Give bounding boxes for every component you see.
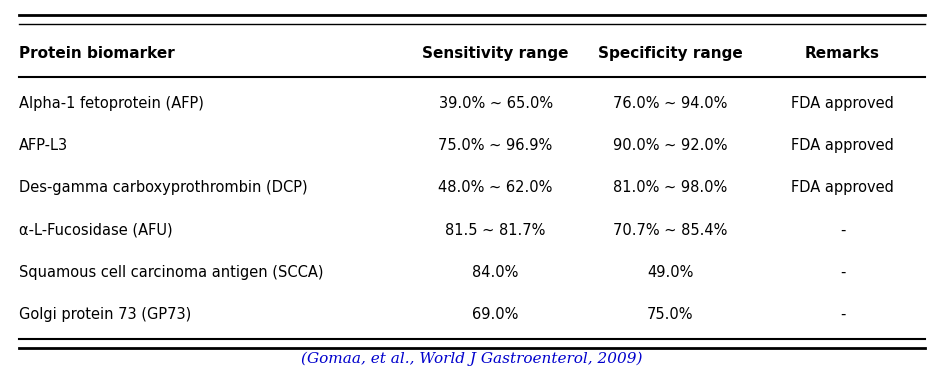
- Text: 39.0% ~ 65.0%: 39.0% ~ 65.0%: [439, 96, 552, 110]
- Text: Alpha-1 fetoprotein (AFP): Alpha-1 fetoprotein (AFP): [19, 96, 204, 110]
- Text: 48.0% ~ 62.0%: 48.0% ~ 62.0%: [438, 180, 553, 195]
- Text: Sensitivity range: Sensitivity range: [422, 46, 569, 61]
- Text: 75.0% ~ 96.9%: 75.0% ~ 96.9%: [438, 138, 553, 153]
- Text: -: -: [840, 307, 845, 322]
- Text: AFP-L3: AFP-L3: [19, 138, 68, 153]
- Text: -: -: [840, 265, 845, 280]
- Text: 81.0% ~ 98.0%: 81.0% ~ 98.0%: [613, 180, 728, 195]
- Text: FDA approved: FDA approved: [791, 96, 894, 110]
- Text: Remarks: Remarks: [805, 46, 880, 61]
- Text: Specificity range: Specificity range: [598, 46, 743, 61]
- Text: 84.0%: 84.0%: [472, 265, 519, 280]
- Text: Protein biomarker: Protein biomarker: [19, 46, 175, 61]
- Text: 76.0% ~ 94.0%: 76.0% ~ 94.0%: [613, 96, 728, 110]
- Text: 75.0%: 75.0%: [647, 307, 694, 322]
- Text: Golgi protein 73 (GP73): Golgi protein 73 (GP73): [19, 307, 191, 322]
- Text: FDA approved: FDA approved: [791, 180, 894, 195]
- Text: -: -: [840, 223, 845, 237]
- Text: (Gomaa, et al., World J Gastroenterol, 2009): (Gomaa, et al., World J Gastroenterol, 2…: [301, 351, 643, 366]
- Text: 69.0%: 69.0%: [472, 307, 519, 322]
- Text: α-L-Fucosidase (AFU): α-L-Fucosidase (AFU): [19, 223, 173, 237]
- Text: Des-gamma carboxyprothrombin (DCP): Des-gamma carboxyprothrombin (DCP): [19, 180, 308, 195]
- Text: 81.5 ~ 81.7%: 81.5 ~ 81.7%: [446, 223, 546, 237]
- Text: 90.0% ~ 92.0%: 90.0% ~ 92.0%: [613, 138, 728, 153]
- Text: Squamous cell carcinoma antigen (SCCA): Squamous cell carcinoma antigen (SCCA): [19, 265, 324, 280]
- Text: 70.7% ~ 85.4%: 70.7% ~ 85.4%: [613, 223, 728, 237]
- Text: 49.0%: 49.0%: [647, 265, 694, 280]
- Text: FDA approved: FDA approved: [791, 138, 894, 153]
